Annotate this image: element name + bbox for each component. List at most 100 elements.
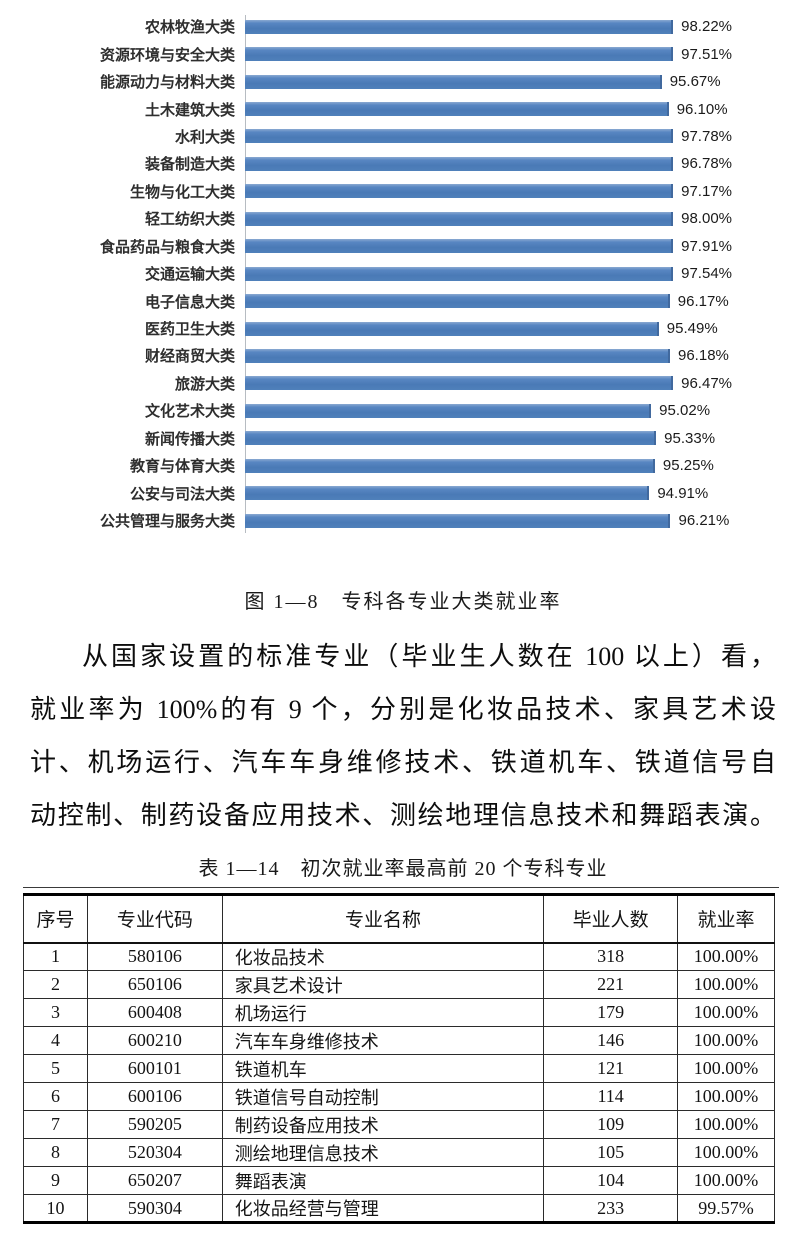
chart-plot-area: 97.91% bbox=[245, 238, 732, 255]
chart-bar bbox=[245, 211, 674, 226]
chart-value-label: 97.91% bbox=[681, 237, 732, 255]
chart-plot-area: 96.18% bbox=[245, 347, 732, 364]
chart-plot-area: 96.21% bbox=[245, 512, 732, 529]
chart-plot-area: 95.49% bbox=[245, 320, 732, 337]
chart-bar bbox=[245, 74, 662, 89]
cell-index: 10 bbox=[23, 1194, 88, 1223]
paragraph-line: 从国家设置的标准专业（毕业生人数在 100 以上）看， bbox=[82, 642, 776, 671]
cell-major-name: 舞蹈表演 bbox=[221, 1166, 545, 1195]
cell-major-code: 590205 bbox=[86, 1110, 223, 1139]
cell-employment-rate: 100.00% bbox=[677, 970, 775, 999]
cell-major-name: 测绘地理信息技术 bbox=[221, 1138, 545, 1167]
chart-bar bbox=[245, 513, 671, 528]
cell-major-code: 580106 bbox=[86, 942, 223, 971]
table-header-row: 序号 专业代码 专业名称 毕业人数 就业率 bbox=[23, 894, 775, 944]
chart-plot-area: 97.17% bbox=[245, 183, 732, 200]
cell-index: 1 bbox=[23, 942, 88, 971]
paragraph-line: 计、机场运行、汽车车身维修技术、铁道机车、铁道信号自 bbox=[30, 748, 776, 777]
table-row: 9 650207 舞蹈表演 104 100.00% bbox=[23, 1166, 775, 1195]
chart-category-label: 教育与体育大类 bbox=[129, 458, 235, 476]
chart-category-label: 财经商贸大类 bbox=[144, 348, 235, 366]
table-row: 6 600106 铁道信号自动控制 114 100.00% bbox=[23, 1082, 775, 1111]
cell-index: 9 bbox=[23, 1166, 88, 1195]
header-major-name: 专业名称 bbox=[221, 894, 545, 944]
chart-plot-area: 94.91% bbox=[245, 485, 732, 502]
chart-plot-area: 96.78% bbox=[245, 155, 732, 172]
paragraph-line: 动控制、制药设备应用技术、测绘地理信息技术和舞蹈表演。 bbox=[30, 801, 776, 830]
chart-value-label: 96.21% bbox=[678, 512, 730, 530]
chart-category-label: 食品药品与粮食大类 bbox=[99, 238, 235, 256]
chart-plot-area: 97.54% bbox=[245, 265, 732, 282]
header-index: 序号 bbox=[23, 894, 88, 944]
chart-plot-area: 95.67% bbox=[245, 73, 732, 90]
chart-value-label: 97.51% bbox=[681, 45, 732, 63]
chart-bar bbox=[245, 403, 652, 418]
cell-graduates: 105 bbox=[543, 1138, 679, 1167]
chart-rows: 农林牧渔大类 98.22% 资源环境与安全大类 97.51% 能源动力与材料大类 95.6… bbox=[0, 13, 806, 534]
cell-index: 7 bbox=[23, 1110, 88, 1139]
cell-major-code: 520304 bbox=[86, 1138, 223, 1167]
chart-plot-area: 96.47% bbox=[245, 375, 732, 392]
cell-index: 2 bbox=[23, 970, 88, 999]
cell-employment-rate: 100.00% bbox=[677, 1026, 775, 1055]
cell-graduates: 318 bbox=[543, 942, 679, 971]
chart-category-label: 能源动力与材料大类 bbox=[99, 74, 235, 92]
chart-row: 水利大类 97.78% bbox=[0, 123, 806, 150]
chart-category-label: 新闻传播大类 bbox=[144, 430, 235, 448]
cell-graduates: 146 bbox=[543, 1026, 679, 1055]
paragraph-line: 就业率为 100%的有 9 个，分别是化妆品技术、家具艺术设 bbox=[30, 695, 776, 724]
chart-plot-area: 98.22% bbox=[245, 18, 732, 35]
cell-major-name: 家具艺术设计 bbox=[221, 970, 545, 999]
cell-employment-rate: 100.00% bbox=[677, 1110, 775, 1139]
chart-category-label: 土木建筑大类 bbox=[144, 101, 235, 119]
chart-category-label: 旅游大类 bbox=[174, 375, 235, 393]
chart-row: 文化艺术大类 95.02% bbox=[0, 397, 806, 424]
cell-graduates: 179 bbox=[543, 998, 679, 1027]
chart-category-label: 文化艺术大类 bbox=[144, 403, 235, 421]
chart-bar bbox=[245, 348, 670, 363]
chart-value-label: 95.67% bbox=[669, 73, 721, 91]
body-paragraph: 从国家设置的标准专业（毕业生人数在 100 以上）看， 就业率为 100%的有 … bbox=[30, 630, 776, 842]
cell-employment-rate: 100.00% bbox=[677, 998, 775, 1027]
cell-major-name: 机场运行 bbox=[221, 998, 545, 1027]
chart-plot-area: 98.00% bbox=[245, 210, 732, 227]
chart-row: 交通运输大类 97.54% bbox=[0, 260, 806, 287]
chart-row: 电子信息大类 96.17% bbox=[0, 287, 806, 314]
cell-graduates: 114 bbox=[543, 1082, 679, 1111]
cell-major-name: 制药设备应用技术 bbox=[221, 1110, 545, 1139]
header-major-code: 专业代码 bbox=[86, 894, 223, 944]
employment-rate-bar-chart: 农林牧渔大类 98.22% 资源环境与安全大类 97.51% 能源动力与材料大类 95.6… bbox=[0, 13, 806, 535]
chart-value-label: 96.78% bbox=[681, 155, 732, 173]
chart-row: 食品药品与粮食大类 97.91% bbox=[0, 233, 806, 260]
chart-value-label: 98.00% bbox=[681, 210, 732, 228]
chart-bar bbox=[245, 294, 670, 309]
chart-plot-area: 95.33% bbox=[245, 430, 732, 447]
chart-value-label: 97.54% bbox=[681, 265, 732, 283]
cell-major-name: 铁道信号自动控制 bbox=[221, 1082, 545, 1111]
table-row: 4 600210 汽车车身维修技术 146 100.00% bbox=[23, 1026, 775, 1055]
cell-graduates: 109 bbox=[543, 1110, 679, 1139]
chart-plot-area: 95.25% bbox=[245, 457, 732, 474]
chart-bar bbox=[245, 102, 669, 117]
cell-major-code: 600210 bbox=[86, 1026, 223, 1055]
cell-major-code: 650106 bbox=[86, 970, 223, 999]
cell-graduates: 104 bbox=[543, 1166, 679, 1195]
cell-major-name: 汽车车身维修技术 bbox=[221, 1026, 545, 1055]
chart-row: 能源动力与材料大类 95.67% bbox=[0, 68, 806, 95]
cell-graduates: 221 bbox=[543, 970, 679, 999]
chart-category-label: 装备制造大类 bbox=[144, 156, 235, 174]
table-row: 10 590304 化妆品经营与管理 233 99.57% bbox=[23, 1194, 775, 1223]
chart-bar bbox=[245, 129, 674, 144]
chart-bar bbox=[245, 239, 674, 254]
chart-value-label: 95.49% bbox=[666, 320, 718, 338]
cell-index: 4 bbox=[23, 1026, 88, 1055]
chart-row: 农林牧渔大类 98.22% bbox=[0, 13, 806, 40]
header-employment-rate: 就业率 bbox=[677, 894, 775, 944]
chart-value-label: 95.02% bbox=[659, 402, 711, 420]
chart-value-label: 97.78% bbox=[681, 127, 732, 145]
chart-plot-area: 96.10% bbox=[245, 101, 732, 118]
chart-row: 轻工纺织大类 98.00% bbox=[0, 205, 806, 232]
cell-major-name: 铁道机车 bbox=[221, 1054, 545, 1083]
chart-plot-area: 97.51% bbox=[245, 46, 732, 63]
chart-row: 教育与体育大类 95.25% bbox=[0, 452, 806, 479]
